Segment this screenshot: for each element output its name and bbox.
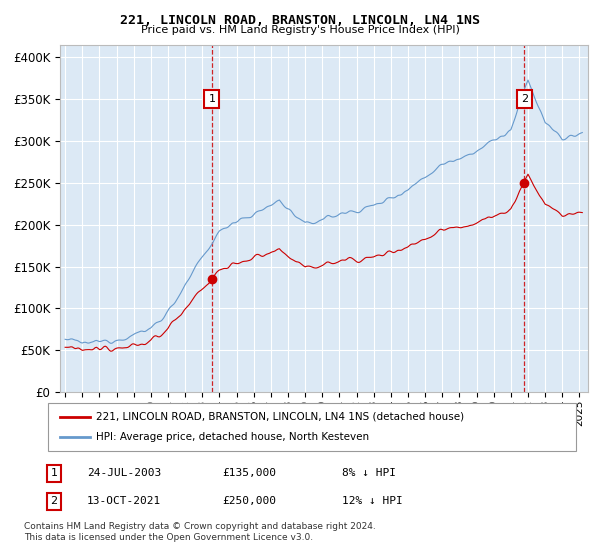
Text: 221, LINCOLN ROAD, BRANSTON, LINCOLN, LN4 1NS: 221, LINCOLN ROAD, BRANSTON, LINCOLN, LN… <box>120 14 480 27</box>
Text: Contains HM Land Registry data © Crown copyright and database right 2024.: Contains HM Land Registry data © Crown c… <box>24 522 376 531</box>
Text: £250,000: £250,000 <box>222 496 276 506</box>
Text: £135,000: £135,000 <box>222 468 276 478</box>
Text: HPI: Average price, detached house, North Kesteven: HPI: Average price, detached house, Nort… <box>96 432 369 442</box>
Text: 2: 2 <box>50 496 58 506</box>
Text: 24-JUL-2003: 24-JUL-2003 <box>87 468 161 478</box>
Text: 13-OCT-2021: 13-OCT-2021 <box>87 496 161 506</box>
Text: 12% ↓ HPI: 12% ↓ HPI <box>342 496 403 506</box>
Text: 8% ↓ HPI: 8% ↓ HPI <box>342 468 396 478</box>
Text: 221, LINCOLN ROAD, BRANSTON, LINCOLN, LN4 1NS (detached house): 221, LINCOLN ROAD, BRANSTON, LINCOLN, LN… <box>96 412 464 422</box>
Text: This data is licensed under the Open Government Licence v3.0.: This data is licensed under the Open Gov… <box>24 533 313 542</box>
Text: Price paid vs. HM Land Registry's House Price Index (HPI): Price paid vs. HM Land Registry's House … <box>140 25 460 35</box>
Text: 1: 1 <box>50 468 58 478</box>
Text: 1: 1 <box>208 94 215 104</box>
Text: 2: 2 <box>521 94 528 104</box>
